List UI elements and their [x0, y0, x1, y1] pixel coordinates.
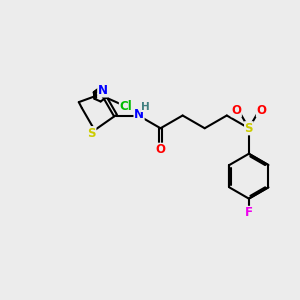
Text: N: N — [98, 84, 108, 97]
Text: S: S — [244, 122, 253, 135]
Text: O: O — [256, 104, 266, 117]
Text: N: N — [134, 108, 144, 122]
Text: O: O — [155, 143, 166, 156]
Text: Cl: Cl — [119, 100, 132, 113]
Text: O: O — [231, 104, 241, 117]
Text: H: H — [141, 101, 149, 112]
Text: S: S — [87, 127, 96, 140]
Text: F: F — [245, 206, 253, 219]
